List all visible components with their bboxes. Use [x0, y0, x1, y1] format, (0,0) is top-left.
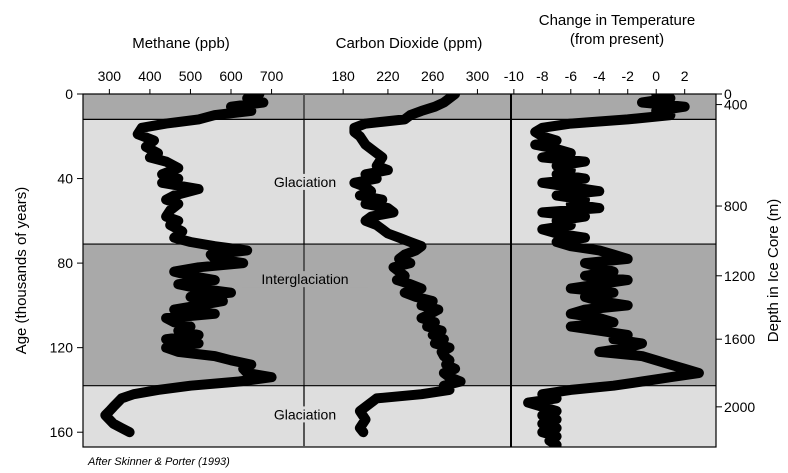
band-1	[83, 119, 716, 245]
x-tick-label: 0	[652, 68, 660, 84]
x-tick-label: 700	[260, 68, 284, 84]
panel-title: Change in Temperature	[539, 12, 696, 29]
y-tick-label: 120	[50, 340, 74, 356]
x-tick-label: -8	[536, 68, 549, 84]
x-tick-label: 300	[98, 68, 122, 84]
band-label: Glaciation	[274, 174, 336, 190]
band-label-bg	[241, 271, 369, 288]
x-tick-label: 300	[466, 68, 490, 84]
source-credit: After Skinner & Porter (1993)	[88, 456, 230, 468]
x-tick-label: 600	[219, 68, 243, 84]
depth-tick-label: 800	[724, 198, 748, 214]
y-tick-label: 0	[65, 86, 73, 102]
band-label: Interglaciation	[261, 271, 348, 287]
y-axis-title-left: Age (thousands of years)	[13, 187, 30, 355]
carbon-dioxide-curve	[349, 89, 466, 438]
band-label-bg	[262, 406, 348, 423]
x-tick-label: 500	[179, 68, 203, 84]
panel-title: Methane (ppb)	[132, 35, 230, 52]
x-tick-label: -6	[565, 68, 578, 84]
x-tick-label: 180	[331, 68, 355, 84]
band-label-bg	[262, 173, 348, 190]
depth-tick-label: 400	[724, 97, 748, 113]
y-axis-title-right: Depth in Ice Core (m)	[765, 199, 782, 342]
x-tick-label: -2	[622, 68, 635, 84]
x-tick-label: 260	[421, 68, 445, 84]
y-tick-label: 80	[57, 255, 73, 271]
depth-tick-label: 1200	[724, 268, 755, 284]
x-tick-label: 400	[138, 68, 162, 84]
depth-tick-label: 2000	[724, 399, 755, 415]
y-tick-label: 40	[57, 171, 73, 187]
x-tick-label: 220	[376, 68, 400, 84]
mask-bottom	[0, 447, 788, 473]
mask-top	[0, 0, 788, 94]
y-tick-label: 160	[50, 424, 74, 440]
depth-tick-label: 1600	[724, 331, 755, 347]
depth-tick-label: 0	[724, 86, 732, 102]
x-tick-label: 2	[681, 68, 689, 84]
methane-curve	[100, 89, 277, 438]
x-tick-label: -10	[504, 68, 524, 84]
temperature-change-curve	[523, 89, 704, 450]
panel-title: Carbon Dioxide (ppm)	[336, 35, 483, 52]
plot-frame	[82, 93, 717, 448]
band-label: Glaciation	[274, 406, 336, 422]
panel-title: (from present)	[570, 31, 664, 48]
x-tick-label: -4	[593, 68, 606, 84]
